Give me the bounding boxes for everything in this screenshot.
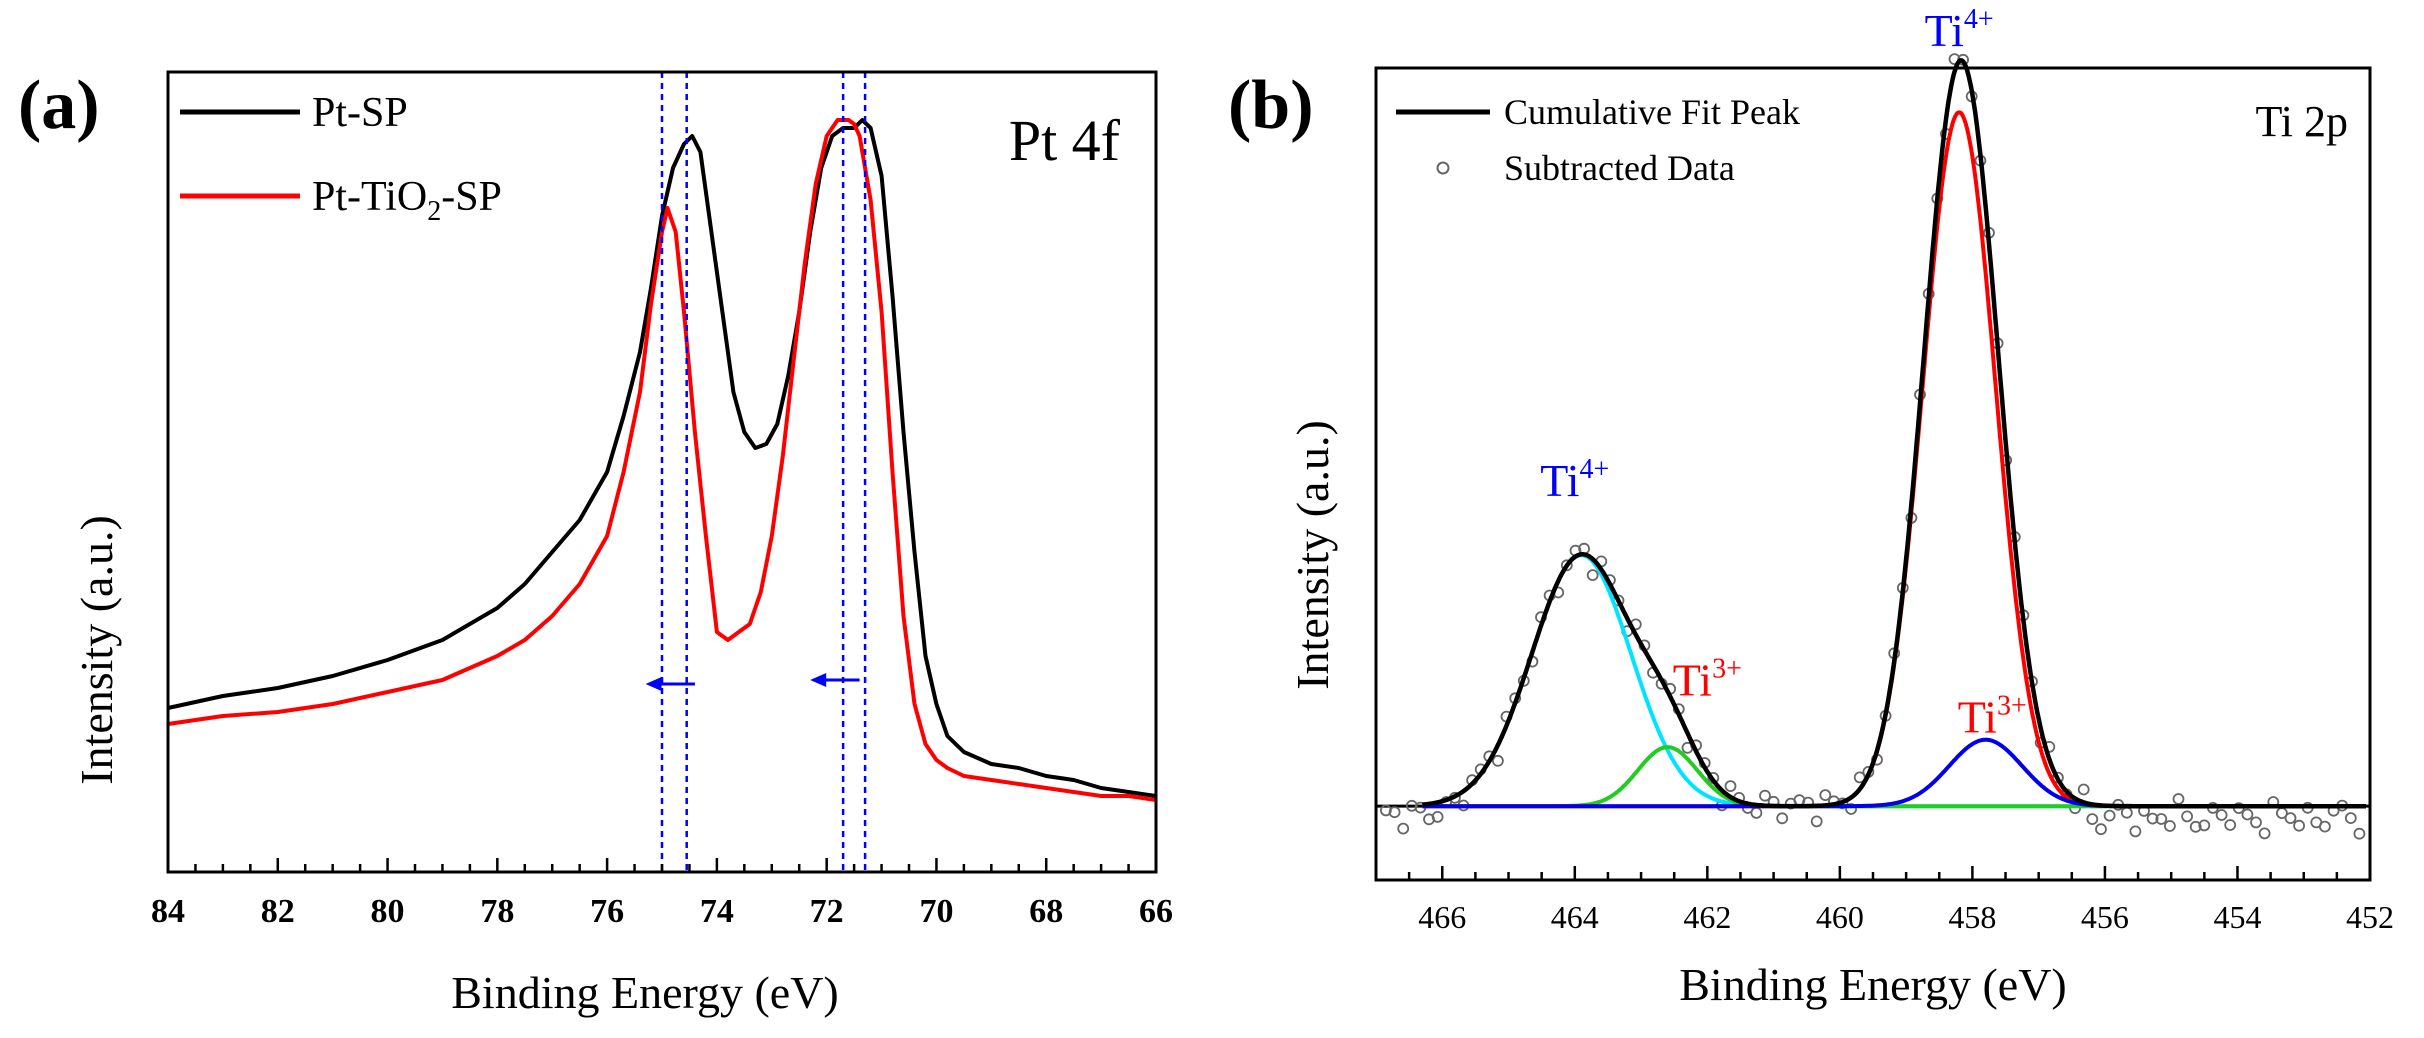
data-point	[1750, 807, 1763, 819]
data-point	[2258, 827, 2271, 840]
data-point	[2353, 827, 2366, 840]
legend-label-pt-tio2-sp: Pt-TiO2-SP	[312, 174, 502, 227]
peak-annotation-3: Ti4+	[1925, 4, 1994, 56]
data-point	[1431, 811, 1444, 823]
data-point	[2215, 809, 2228, 821]
legend-label-pt-tio2-main: Pt-TiO	[312, 174, 427, 220]
x-tick-label: 80	[371, 893, 405, 930]
x-tick-label: 454	[2213, 899, 2261, 935]
data-point	[2086, 813, 2099, 825]
data-point	[2344, 812, 2357, 824]
data-point	[2318, 820, 2331, 833]
data-point	[1776, 812, 1789, 825]
data-point	[1810, 815, 1823, 828]
x-tick-label: 82	[261, 893, 295, 930]
data-point	[1560, 559, 1573, 572]
data-point	[1388, 806, 1401, 819]
x-tick-label: 452	[2346, 899, 2394, 935]
x-tick-label: 66	[1139, 893, 1173, 930]
panel-a-plot-area	[167, 72, 1157, 872]
panel-a-label: (a)	[18, 67, 100, 144]
panel-b-x-axis-title: Binding Energy (eV)	[1679, 959, 2067, 1010]
data-point	[2120, 806, 2133, 819]
x-tick-label: 460	[1816, 899, 1864, 935]
fit-component-2	[1422, 745, 2366, 809]
data-point	[2163, 820, 2176, 832]
cumulative-fit-line	[1422, 58, 2366, 809]
panel-b-y-axis-title: Intensity (a.u.)	[1287, 420, 1338, 690]
x-tick-label: 466	[1418, 899, 1466, 935]
data-point	[2103, 809, 2116, 822]
peak-annotation-1: Ti4+	[1540, 454, 1609, 506]
panel-b-label: (b)	[1228, 67, 1314, 144]
data-point	[1819, 789, 1832, 801]
data-point	[2250, 816, 2262, 829]
legend-label-cumulative-fit: Cumulative Fit Peak	[1504, 92, 1800, 132]
x-tick-label: 84	[151, 893, 185, 930]
data-point	[1380, 804, 1392, 817]
x-tick-label: 70	[919, 893, 953, 930]
x-tick-label: 68	[1029, 893, 1063, 930]
panel-b-chart: (b) Intensity (a.u.) Binding Energy (eV)…	[1228, 4, 2394, 1010]
legend-label-pt-tio2-sub: 2	[427, 196, 441, 227]
data-point	[2181, 810, 2194, 823]
legend-label-subtracted-data: Subtracted Data	[1504, 148, 1735, 188]
data-point	[2077, 783, 2090, 796]
series-line-pt-sp	[167, 118, 1157, 798]
data-point	[2146, 812, 2159, 825]
x-tick-label: 458	[1948, 899, 1996, 935]
data-point	[2129, 825, 2142, 838]
panel-b-x-axis: 466 464 462 460 458 456 454 452	[1374, 866, 2394, 935]
data-point	[1492, 754, 1504, 767]
x-tick-label: 462	[1683, 899, 1731, 935]
data-point	[1759, 789, 1771, 802]
fit-component-4	[1422, 737, 2366, 809]
panel-a-legend: Pt-SP Pt-TiO2-SP	[180, 90, 502, 227]
x-tick-label: 72	[810, 893, 844, 930]
data-point	[2155, 813, 2168, 825]
legend-label-pt-sp: Pt-SP	[312, 90, 408, 136]
data-point	[1405, 799, 1418, 812]
data-point	[2095, 823, 2107, 836]
data-point	[2198, 819, 2211, 832]
data-point	[2284, 812, 2297, 824]
x-tick-label: 464	[1551, 899, 1599, 935]
panel-b-legend: Cumulative Fit Peak Subtracted Data	[1396, 92, 1800, 188]
data-point	[2241, 808, 2254, 821]
x-tick-label: 78	[480, 893, 514, 930]
data-point	[1586, 569, 1599, 581]
panel-a-x-axis: 84 82 80 78 76 74 72 70 68 66	[151, 858, 1173, 930]
series-line-pt-tio2-sp	[167, 118, 1157, 802]
data-point	[2224, 819, 2237, 831]
x-tick-label: 456	[2081, 899, 2129, 935]
legend-label-pt-tio2-tail: -SP	[441, 174, 502, 220]
panel-a-chart: (a) Intensity (a.u.) Binding Energy (eV)…	[18, 67, 1173, 1018]
panel-a-x-axis-title: Binding Energy (eV)	[451, 967, 839, 1018]
panel-a-corner-label: Pt 4f	[1009, 108, 1121, 173]
panel-b-plot-area: Ti4+ Ti3+ Ti4+ Ti3+	[1376, 4, 2370, 840]
peak-annotation-2: Ti3+	[1673, 653, 1742, 705]
legend-swatch-subtracted-data	[1436, 161, 1450, 175]
panel-a-y-axis-title: Intensity (a.u.)	[71, 515, 122, 785]
data-point	[2172, 793, 2185, 805]
data-point	[2293, 819, 2306, 832]
data-point	[1724, 780, 1737, 792]
data-point	[1845, 803, 1857, 815]
data-point	[2189, 820, 2202, 833]
shift-arrow-2	[810, 673, 860, 687]
shift-arrow-1	[645, 677, 695, 691]
panel-b-corner-label: Ti 2p	[2255, 97, 2348, 146]
peak-annotation-4: Ti3+	[1958, 690, 2027, 742]
data-point	[1397, 822, 1410, 835]
x-tick-label: 76	[590, 893, 624, 930]
x-tick-label: 74	[700, 893, 734, 930]
